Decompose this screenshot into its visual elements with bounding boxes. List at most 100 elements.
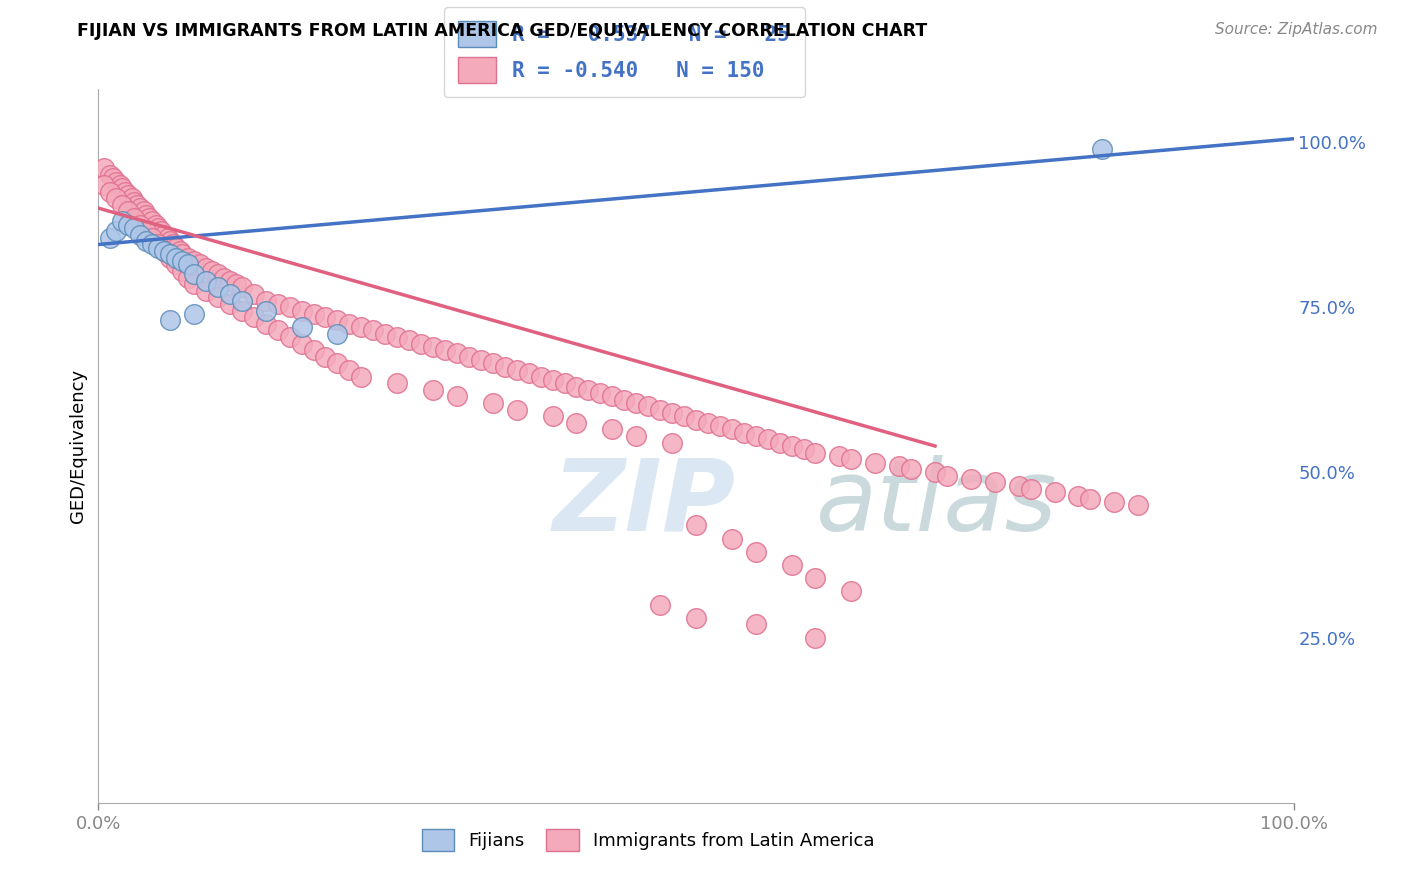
Point xyxy=(225,277,247,292)
Point xyxy=(841,584,863,599)
Point xyxy=(212,270,235,285)
Point xyxy=(183,267,205,281)
Point xyxy=(254,303,277,318)
Text: Source: ZipAtlas.com: Source: ZipAtlas.com xyxy=(1215,22,1378,37)
Point xyxy=(661,435,683,450)
Point xyxy=(149,224,172,238)
Point xyxy=(589,386,612,401)
Point xyxy=(721,422,744,436)
Point xyxy=(132,204,155,219)
Point xyxy=(626,396,648,410)
Point xyxy=(291,320,314,334)
Point xyxy=(315,310,337,325)
Point xyxy=(756,433,779,447)
Point xyxy=(278,300,301,314)
Point xyxy=(207,280,229,294)
Point xyxy=(121,191,143,205)
Point xyxy=(721,532,744,546)
Point xyxy=(156,231,179,245)
Point xyxy=(363,323,385,337)
Point xyxy=(315,350,337,364)
Point xyxy=(159,234,181,248)
Point xyxy=(613,392,636,407)
Point xyxy=(648,598,672,612)
Point xyxy=(422,340,444,354)
Point xyxy=(108,178,131,192)
Point xyxy=(1128,499,1150,513)
Point xyxy=(148,241,170,255)
Point xyxy=(481,356,505,370)
Point xyxy=(804,445,827,459)
Point xyxy=(446,346,468,360)
Point xyxy=(98,168,122,182)
Point xyxy=(172,264,194,278)
Point xyxy=(243,310,266,325)
Point xyxy=(195,284,218,298)
Point xyxy=(554,376,576,391)
Point xyxy=(685,611,707,625)
Point xyxy=(105,224,128,238)
Point xyxy=(924,466,946,480)
Point xyxy=(124,221,146,235)
Point xyxy=(169,244,191,258)
Point xyxy=(117,204,139,219)
Point xyxy=(129,218,152,232)
Point xyxy=(326,313,349,327)
Point xyxy=(326,356,349,370)
Point xyxy=(385,330,409,344)
Point xyxy=(565,379,588,393)
Point xyxy=(780,558,803,572)
Point xyxy=(111,214,134,228)
Point xyxy=(422,383,444,397)
Point xyxy=(494,359,516,374)
Point xyxy=(780,439,803,453)
Point xyxy=(153,244,176,258)
Point xyxy=(960,472,983,486)
Point xyxy=(243,287,266,301)
Point xyxy=(302,307,325,321)
Point xyxy=(162,237,184,252)
Point xyxy=(183,277,205,292)
Point xyxy=(291,303,314,318)
Point xyxy=(385,376,409,391)
Point xyxy=(172,247,194,261)
Point xyxy=(177,257,200,271)
Point xyxy=(517,367,540,381)
Point xyxy=(125,198,148,212)
Point xyxy=(865,456,887,470)
Point xyxy=(339,317,361,331)
Point xyxy=(165,251,187,265)
Point xyxy=(231,280,253,294)
Point xyxy=(661,406,683,420)
Point xyxy=(159,313,181,327)
Point xyxy=(673,409,696,424)
Point xyxy=(219,287,242,301)
Point xyxy=(98,185,122,199)
Point xyxy=(148,237,170,252)
Point xyxy=(183,254,205,268)
Point xyxy=(841,452,863,467)
Point xyxy=(565,416,588,430)
Point xyxy=(124,194,146,209)
Point xyxy=(93,178,115,192)
Point xyxy=(138,211,160,225)
Point xyxy=(709,419,731,434)
Point xyxy=(177,270,200,285)
Point xyxy=(1091,142,1114,156)
Point xyxy=(745,429,768,443)
Point xyxy=(745,545,768,559)
Point xyxy=(165,241,187,255)
Legend: Fijians, Immigrants from Latin America: Fijians, Immigrants from Latin America xyxy=(415,822,882,858)
Point xyxy=(105,175,128,189)
Point xyxy=(145,218,167,232)
Point xyxy=(685,518,707,533)
Point xyxy=(177,251,200,265)
Point xyxy=(153,244,176,258)
Point xyxy=(219,297,242,311)
Point xyxy=(637,400,659,414)
Point xyxy=(339,363,361,377)
Point xyxy=(626,429,648,443)
Point xyxy=(889,458,911,473)
Point xyxy=(129,227,152,242)
Point xyxy=(195,260,218,275)
